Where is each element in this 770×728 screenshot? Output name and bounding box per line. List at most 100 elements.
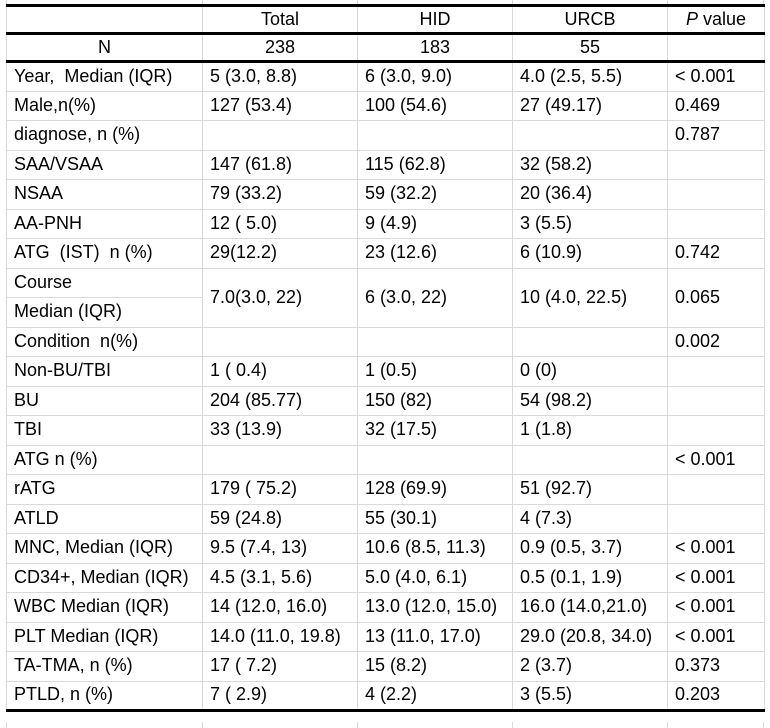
row-label-cell: Male,n(%) bbox=[6, 90, 203, 121]
pvalue-cell: < 0.001 bbox=[667, 444, 765, 475]
urcb-cell: 3 (5.5) bbox=[512, 680, 668, 712]
urcb-cell: 51 (92.7) bbox=[512, 474, 668, 505]
hid-cell: 4 (2.2) bbox=[357, 680, 513, 712]
pvalue-cell bbox=[667, 179, 765, 210]
urcb-cell: 0.5 (0.1, 1.9) bbox=[512, 562, 668, 593]
table-row: diagnose, n (%) 0.787 bbox=[6, 120, 765, 151]
urcb-cell: 27 (49.17) bbox=[512, 90, 668, 121]
header-cell-urcb: URCB bbox=[512, 4, 668, 35]
hid-cell: 128 (69.9) bbox=[357, 474, 513, 505]
hid-cell: 55 (30.1) bbox=[357, 503, 513, 534]
total-cell: 79 (33.2) bbox=[202, 179, 358, 210]
total-cell: 238 bbox=[202, 33, 358, 63]
pvalue-cell bbox=[667, 415, 765, 446]
urcb-cell: 32 (58.2) bbox=[512, 149, 668, 180]
total-cell: 14 (12.0, 16.0) bbox=[202, 592, 358, 623]
table-row: PTLD, n (%) 7 ( 2.9) 4 (2.2) 3 (5.5) 0.2… bbox=[6, 680, 765, 712]
table-row: Course 7.0(3.0, 22) 6 (3.0, 22) 10 (4.0,… bbox=[6, 267, 765, 328]
total-cell: 9.5 (7.4, 13) bbox=[202, 533, 358, 564]
hid-cell: 59 (32.2) bbox=[357, 179, 513, 210]
total-cell: 7 ( 2.9) bbox=[202, 680, 358, 712]
table-row: TA-TMA, n (%) 17 ( 7.2) 15 (8.2) 2 (3.7)… bbox=[6, 651, 765, 682]
hid-cell: 183 bbox=[357, 33, 513, 63]
urcb-cell: 0 (0) bbox=[512, 356, 668, 387]
total-cell: 5 (3.0, 8.8) bbox=[202, 61, 358, 92]
baseline-characteristics-table: Total HID URCB P value N 238 183 55 Year… bbox=[6, 4, 765, 712]
hid-cell bbox=[357, 120, 513, 151]
urcb-cell: 3 (5.5) bbox=[512, 208, 668, 239]
urcb-cell: 55 bbox=[512, 33, 668, 63]
row-label-cell: PTLD, n (%) bbox=[6, 680, 203, 712]
row-label-cell: ATLD bbox=[6, 503, 203, 534]
hid-cell: 10.6 (8.5, 11.3) bbox=[357, 533, 513, 564]
total-cell: 33 (13.9) bbox=[202, 415, 358, 446]
table-row: SAA/VSAA 147 (61.8) 115 (62.8) 32 (58.2) bbox=[6, 149, 765, 180]
table-row: AA-PNH 12 ( 5.0) 9 (4.9) 3 (5.5) bbox=[6, 208, 765, 239]
hid-cell: 6 (3.0, 22) bbox=[357, 267, 513, 328]
urcb-cell: 16.0 (14.0,21.0) bbox=[512, 592, 668, 623]
urcb-cell: 2 (3.7) bbox=[512, 651, 668, 682]
pvalue-cell: 0.065 bbox=[667, 267, 765, 328]
row-label-cell: WBC Median (IQR) bbox=[6, 592, 203, 623]
total-cell: 7.0(3.0, 22) bbox=[202, 267, 358, 328]
row-label-cell: Median (IQR) bbox=[6, 297, 203, 328]
pvalue-cell bbox=[667, 356, 765, 387]
hid-cell: 100 (54.6) bbox=[357, 90, 513, 121]
total-cell: 4.5 (3.1, 5.6) bbox=[202, 562, 358, 593]
pvalue-cell: 0.742 bbox=[667, 238, 765, 269]
header-cell-hid: HID bbox=[357, 4, 513, 35]
total-cell: 147 (61.8) bbox=[202, 149, 358, 180]
total-cell: 127 (53.4) bbox=[202, 90, 358, 121]
total-cell: 59 (24.8) bbox=[202, 503, 358, 534]
pvalue-cell bbox=[667, 385, 765, 416]
pvalue-cell bbox=[667, 503, 765, 534]
row-label-cell: Non-BU/TBI bbox=[6, 356, 203, 387]
urcb-cell: 1 (1.8) bbox=[512, 415, 668, 446]
hid-cell: 13.0 (12.0, 15.0) bbox=[357, 592, 513, 623]
header-cell-blank bbox=[6, 4, 203, 35]
urcb-cell: 4.0 (2.5, 5.5) bbox=[512, 61, 668, 92]
total-cell: 14.0 (11.0, 19.8) bbox=[202, 621, 358, 652]
table-row: Year, Median (IQR) 5 (3.0, 8.8) 6 (3.0, … bbox=[6, 61, 765, 92]
pvalue-cell: 0.373 bbox=[667, 651, 765, 682]
table-row: ATLD 59 (24.8) 55 (30.1) 4 (7.3) bbox=[6, 503, 765, 534]
hid-cell: 5.0 (4.0, 6.1) bbox=[357, 562, 513, 593]
table-row: ATG n (%) < 0.001 bbox=[6, 444, 765, 475]
pvalue-cell bbox=[667, 474, 765, 505]
hid-cell: 150 (82) bbox=[357, 385, 513, 416]
pvalue-italic-p: P bbox=[685, 8, 698, 29]
pvalue-cell: 0.469 bbox=[667, 90, 765, 121]
row-label-cell: N bbox=[6, 33, 203, 63]
hid-cell: 32 (17.5) bbox=[357, 415, 513, 446]
table-row: PLT Median (IQR) 14.0 (11.0, 19.8) 13 (1… bbox=[6, 621, 765, 652]
table-row: Median (IQR) bbox=[6, 297, 765, 328]
pvalue-cell: < 0.001 bbox=[667, 592, 765, 623]
table-row: CD34+, Median (IQR) 4.5 (3.1, 5.6) 5.0 (… bbox=[6, 562, 765, 593]
total-cell bbox=[202, 120, 358, 151]
row-label-cell: ATG (IST) n (%) bbox=[6, 238, 203, 269]
table-row: rATG 179 ( 75.2) 128 (69.9) 51 (92.7) bbox=[6, 474, 765, 505]
total-cell bbox=[202, 326, 358, 357]
row-label-cell: PLT Median (IQR) bbox=[6, 621, 203, 652]
row-label-cell: NSAA bbox=[6, 179, 203, 210]
gridline-stub bbox=[357, 722, 358, 728]
pvalue-cell bbox=[667, 208, 765, 239]
row-label-cell: Condition n(%) bbox=[6, 326, 203, 357]
urcb-cell: 4 (7.3) bbox=[512, 503, 668, 534]
table-row: Male,n(%) 127 (53.4) 100 (54.6) 27 (49.1… bbox=[6, 90, 765, 121]
total-cell: 12 ( 5.0) bbox=[202, 208, 358, 239]
pvalue-cell: 0.787 bbox=[667, 120, 765, 151]
pvalue-cell: < 0.001 bbox=[667, 621, 765, 652]
header-row: Total HID URCB P value bbox=[6, 4, 765, 35]
gridline-stub bbox=[512, 0, 513, 5]
table-row: Non-BU/TBI 1 ( 0.4) 1 (0.5) 0 (0) bbox=[6, 356, 765, 387]
n-row: N 238 183 55 bbox=[6, 33, 765, 63]
table-row: TBI 33 (13.9) 32 (17.5) 1 (1.8) bbox=[6, 415, 765, 446]
pvalue-cell: < 0.001 bbox=[667, 562, 765, 593]
pvalue-cell bbox=[667, 33, 765, 63]
gridline-stub bbox=[357, 0, 358, 5]
urcb-cell: 6 (10.9) bbox=[512, 238, 668, 269]
row-label-cell: TBI bbox=[6, 415, 203, 446]
gridline-stub bbox=[202, 722, 203, 728]
